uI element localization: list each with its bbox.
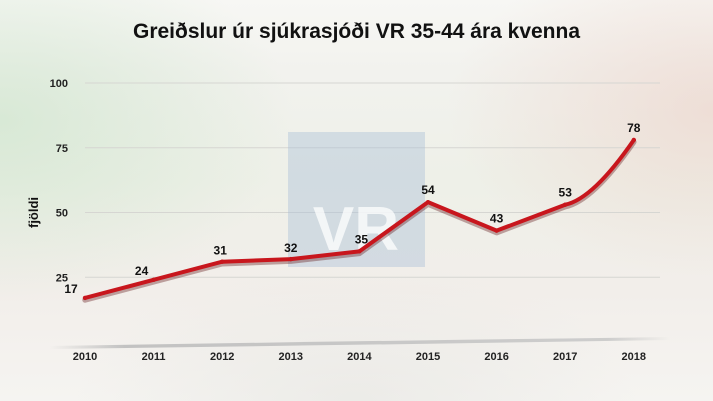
data-point (82, 295, 88, 301)
y-tick-label: 25 (56, 272, 68, 284)
x-tick-label: 2015 (416, 351, 440, 363)
data-label: 53 (559, 186, 573, 200)
data-label: 32 (284, 241, 298, 255)
x-tick-label: 2011 (142, 351, 166, 363)
x-tick-label: 2013 (279, 351, 303, 363)
data-point (288, 256, 293, 262)
data-point (494, 228, 499, 233)
data-label: 35 (355, 232, 369, 246)
data-label: 43 (490, 212, 504, 226)
x-tick-label: 2012 (210, 351, 234, 363)
data-point (563, 202, 568, 207)
data-point (220, 259, 225, 264)
y-axis-label: fjöldi (26, 197, 41, 228)
y-tick-label: 75 (56, 143, 68, 155)
data-point (425, 199, 431, 205)
data-label: 24 (135, 264, 149, 278)
data-label: 17 (64, 282, 78, 296)
chart-title: Greiðslur úr sjúkrasjóði VR 35-44 ára kv… (132, 20, 581, 43)
x-tick-label: 2017 (553, 351, 577, 363)
x-axis-baseline (50, 337, 670, 349)
data-point (357, 249, 362, 254)
x-tick-label: 2016 (484, 351, 508, 363)
data-label: 31 (214, 244, 228, 258)
x-tick-label: 2014 (347, 351, 372, 363)
x-tick-label: 2010 (73, 351, 97, 363)
y-tick-label: 50 (56, 208, 68, 220)
data-label: 78 (627, 121, 641, 135)
series-line (83, 137, 636, 300)
y-tick-label: 100 (50, 78, 68, 90)
data-point (631, 137, 636, 143)
data-label: 54 (421, 183, 435, 197)
data-point (151, 277, 156, 283)
vr-logo-watermark (288, 132, 425, 267)
x-tick-label: 2018 (622, 351, 646, 363)
